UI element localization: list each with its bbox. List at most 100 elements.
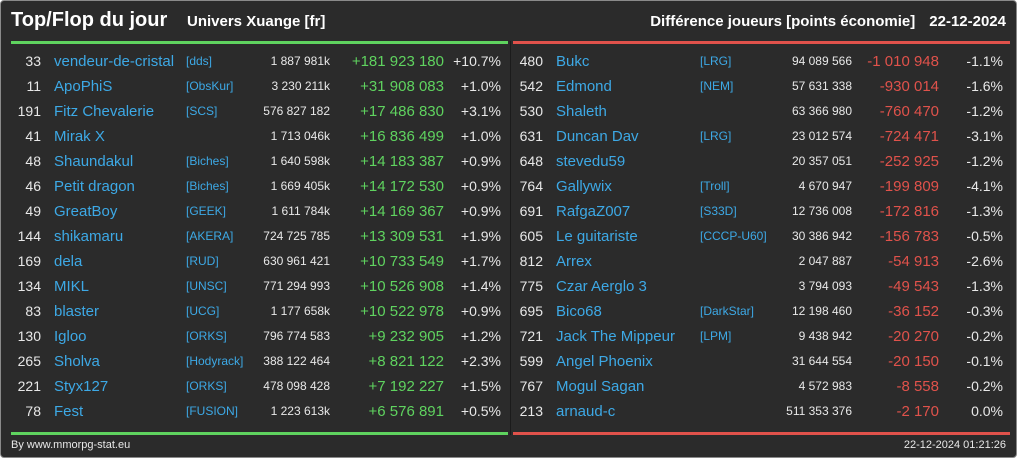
player-name-link[interactable]: MIKL (54, 278, 90, 295)
player-name-link[interactable]: Bukc (556, 53, 590, 70)
player-name-link[interactable]: Styx127 (54, 378, 109, 395)
player-row: 764 Gallywix [Troll] 4 670 947 -199 809 -4.1% (513, 174, 1010, 199)
alliance-tag-link[interactable]: [AKERA] (186, 229, 234, 243)
player-rank: 78 (25, 403, 41, 419)
alliance-tag-link[interactable]: [FUSION] (186, 404, 239, 418)
player-name-link[interactable]: vendeur-de-cristal (54, 53, 175, 70)
player-points: 1 887 981k (270, 54, 330, 68)
points-difference: -172 816 (879, 203, 939, 220)
player-row: 631 Duncan Dav [LRG] 23 012 574 -724 471 -3.1… (513, 124, 1010, 149)
alliance-tag-link[interactable]: [Biches] (186, 154, 229, 168)
player-name-link[interactable]: shikamaru (54, 228, 124, 245)
player-name-link[interactable]: Duncan Dav (556, 128, 639, 145)
player-name-link[interactable]: Gallywix (556, 178, 612, 195)
points-difference: -1 010 948 (867, 53, 939, 70)
percent-change: -0.2% (966, 378, 1003, 394)
player-name-link[interactable]: Sholva (54, 353, 100, 370)
alliance-tag-link[interactable]: [S33D] (700, 204, 737, 218)
player-name-link[interactable]: Shaundakul (54, 153, 134, 170)
points-difference: -20 270 (888, 328, 939, 345)
percent-change: -4.1% (966, 178, 1003, 194)
points-difference: -2 170 (896, 403, 939, 420)
player-name-link[interactable]: ApoPhiS (54, 78, 113, 95)
player-name-link[interactable]: Angel Phoenix (556, 353, 653, 370)
alliance-tag-link[interactable]: [ObsKur] (186, 79, 234, 93)
player-name-link[interactable]: Edmond (556, 78, 612, 95)
alliance-tag-link[interactable]: [dds] (186, 54, 213, 68)
player-rank: 631 (519, 128, 543, 144)
player-row: 775 Czar Aerglo 3 3 794 093 -49 543 -1.3% (513, 274, 1010, 299)
percent-change: -0.2% (966, 328, 1003, 344)
alliance-tag-link[interactable]: [GEEK] (186, 204, 227, 218)
player-rank: 130 (17, 328, 41, 344)
points-difference: -760 470 (879, 103, 939, 120)
player-rank: 265 (17, 353, 41, 369)
player-rank: 48 (25, 153, 41, 169)
player-name-link[interactable]: Czar Aerglo 3 (556, 278, 647, 295)
alliance-tag-link[interactable]: [Troll] (700, 179, 730, 193)
player-name-link[interactable]: stevedu59 (556, 153, 626, 170)
player-name-link[interactable]: Petit dragon (54, 178, 135, 195)
alliance-tag-link[interactable]: [UNSC] (186, 279, 227, 293)
site-credit: By www.mmorpg-stat.eu (11, 439, 131, 451)
player-points: 4 670 947 (798, 179, 852, 193)
alliance-tag-link[interactable]: [DarkStar] (700, 304, 755, 318)
player-name-link[interactable]: Mirak X (54, 128, 105, 145)
player-points: 1 669 405k (270, 179, 330, 193)
alliance-tag-link[interactable]: [RUD] (186, 254, 219, 268)
top-gainers-panel: 33 vendeur-de-cristal [dds] 1 887 981k +181 … (11, 41, 508, 435)
alliance-tag-link[interactable]: [LRG] (700, 129, 732, 143)
panel-divider (510, 41, 511, 435)
player-row: 33 vendeur-de-cristal [dds] 1 887 981k +181 … (11, 49, 508, 74)
points-difference: -54 913 (888, 253, 939, 270)
percent-change: +1.7% (460, 253, 501, 269)
alliance-tag-link[interactable]: [UCG] (186, 304, 220, 318)
percent-change: +0.9% (460, 178, 501, 194)
alliance-tag-link[interactable]: [Hodyrack] (186, 354, 244, 368)
alliance-tag-link[interactable]: [Biches] (186, 179, 229, 193)
percent-change: +0.5% (460, 403, 501, 419)
alliance-tag-link[interactable]: [SCS] (186, 104, 218, 118)
alliance-tag-link[interactable]: [LPM] (700, 329, 732, 343)
alliance-tag-link[interactable]: [NEM] (700, 79, 734, 93)
player-row: 144 shikamaru [AKERA] 724 725 785 +13 309 53… (11, 224, 508, 249)
alliance-tag-link[interactable]: [ORKS] (186, 329, 227, 343)
percent-change: -1.3% (966, 278, 1003, 294)
player-name-link[interactable]: RafgaZ007 (556, 203, 631, 220)
player-row: 480 Bukc [LRG] 94 089 566 -1 010 948 -1.1% (513, 49, 1010, 74)
alliance-tag-link[interactable]: [ORKS] (186, 379, 227, 393)
player-name-link[interactable]: Igloo (54, 328, 87, 345)
player-name-link[interactable]: Fitz Chevalerie (54, 103, 155, 120)
percent-change: -1.2% (966, 103, 1003, 119)
player-name-link[interactable]: blaster (54, 303, 100, 320)
player-name-link[interactable]: arnaud-c (556, 403, 616, 420)
player-points: 796 774 583 (263, 329, 330, 343)
player-name-link[interactable]: Jack The Mippeur (556, 328, 675, 345)
player-row: 191 Fitz Chevalerie [SCS] 576 827 182 +17 48… (11, 99, 508, 124)
points-difference: -8 558 (896, 378, 939, 395)
player-name-link[interactable]: Le guitariste (556, 228, 638, 245)
loss-bar-bottom (513, 432, 1010, 435)
points-difference: -36 152 (888, 303, 939, 320)
percent-change: +1.0% (460, 78, 501, 94)
points-difference: +10 733 549 (360, 253, 444, 270)
player-name-link[interactable]: GreatBoy (54, 203, 118, 220)
player-rank: 775 (519, 278, 543, 294)
player-rank: 480 (519, 53, 543, 69)
player-points: 57 631 338 (791, 79, 852, 93)
player-name-link[interactable]: dela (54, 253, 83, 270)
percent-change: +1.0% (460, 128, 501, 144)
player-points: 388 122 464 (263, 354, 330, 368)
gain-bar-top (11, 41, 508, 44)
player-row: 46 Petit dragon [Biches] 1 669 405k +14 172 … (11, 174, 508, 199)
player-name-link[interactable]: Fest (54, 403, 84, 420)
player-points: 94 089 566 (791, 54, 852, 68)
alliance-tag-link[interactable]: [CCCP-U60] (700, 229, 767, 243)
player-name-link[interactable]: Mogul Sagan (556, 378, 645, 395)
player-name-link[interactable]: Shaleth (556, 103, 607, 120)
percent-change: +0.9% (460, 203, 501, 219)
player-name-link[interactable]: Bico68 (556, 303, 602, 320)
player-name-link[interactable]: Arrex (556, 253, 592, 270)
points-difference: +6 576 891 (368, 403, 445, 420)
alliance-tag-link[interactable]: [LRG] (700, 54, 732, 68)
